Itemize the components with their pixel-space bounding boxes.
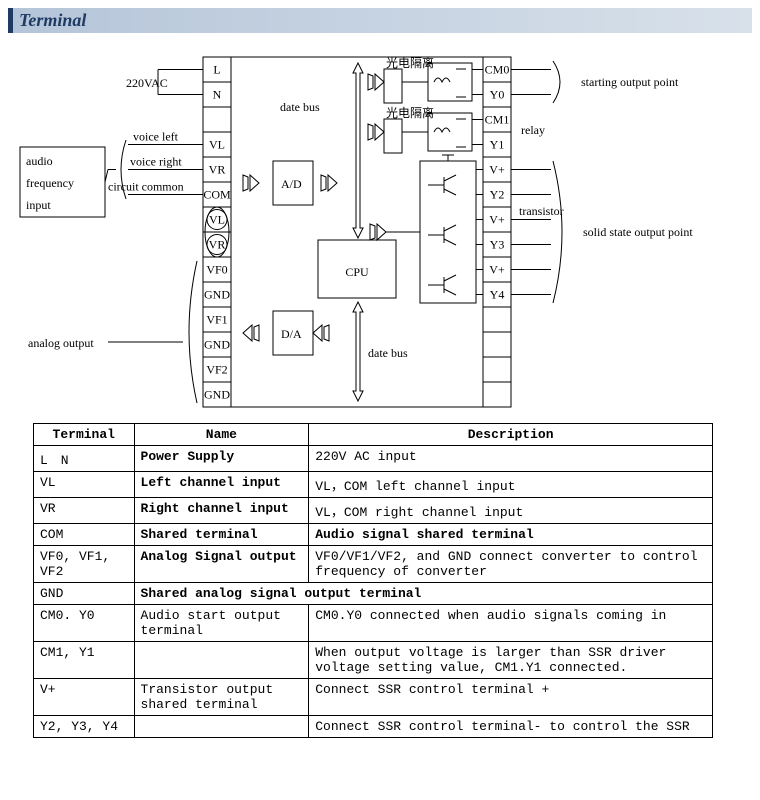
svg-text:CPU: CPU <box>345 265 369 279</box>
svg-text:analog output: analog output <box>28 336 94 350</box>
svg-text:Y4: Y4 <box>490 288 505 302</box>
table-row: V+Transistor output shared terminalConne… <box>34 679 713 716</box>
svg-text:光电隔离: 光电隔离 <box>386 55 434 70</box>
svg-text:Y1: Y1 <box>490 138 505 152</box>
svg-text:CM0: CM0 <box>485 63 510 77</box>
svg-text:光电隔离: 光电隔离 <box>386 105 434 120</box>
svg-text:220VAC: 220VAC <box>126 76 168 90</box>
table-row: VRRight channel inputVL，COM right channe… <box>34 498 713 524</box>
svg-text:Y2: Y2 <box>490 188 505 202</box>
svg-text:CM1: CM1 <box>485 113 510 127</box>
svg-text:solid state output point: solid state output point <box>583 225 693 239</box>
svg-text:VL: VL <box>209 138 225 152</box>
table-row: Y2, Y3, Y4Connect SSR control terminal- … <box>34 716 713 738</box>
svg-text:COM: COM <box>203 188 231 202</box>
svg-text:VF0: VF0 <box>206 263 227 277</box>
table-header: Name <box>134 424 309 446</box>
svg-text:V+: V+ <box>489 263 505 277</box>
table-header: Terminal <box>34 424 135 446</box>
block-diagram: LN VL VR COM VL VR VF0 GND VF1 GND VF2 GND CM0 Y0 CM1 Y… <box>8 37 752 417</box>
svg-text:VF2: VF2 <box>206 363 227 377</box>
diagram-svg: LN VL VR COM VL VR VF0 GND VF1 GND VF2 GND CM0 Y0 CM1 Y… <box>8 37 752 417</box>
svg-text:relay: relay <box>521 123 545 137</box>
svg-text:input: input <box>26 198 51 212</box>
title-bar: Terminal <box>8 8 752 33</box>
svg-text:GND: GND <box>204 388 230 402</box>
table-row: VF0, VF1, VF2Analog Signal outputVF0/VF1… <box>34 546 713 583</box>
svg-text:VL: VL <box>209 213 225 227</box>
svg-text:VR: VR <box>209 163 226 177</box>
table-header: Description <box>309 424 713 446</box>
table-row: CM1, Y1When output voltage is larger tha… <box>34 642 713 679</box>
svg-text:date bus: date bus <box>368 346 408 360</box>
svg-text:L: L <box>213 63 220 77</box>
svg-text:N: N <box>213 88 222 102</box>
svg-text:voice right: voice right <box>130 155 182 169</box>
svg-text:GND: GND <box>204 288 230 302</box>
svg-text:starting output point: starting output point <box>581 75 679 89</box>
svg-text:Y0: Y0 <box>490 88 505 102</box>
title-text: Terminal <box>19 10 86 30</box>
table-row: L NPower Supply220V AC input <box>34 446 713 472</box>
svg-text:A/D: A/D <box>281 177 302 191</box>
svg-text:GND: GND <box>204 338 230 352</box>
table-row: CM0. Y0Audio start output terminalCM0.Y0… <box>34 605 713 642</box>
svg-text:VR: VR <box>209 238 226 252</box>
terminals-table: TerminalNameDescriptionL NPower Supply22… <box>33 423 713 738</box>
svg-text:voice left: voice left <box>133 130 179 144</box>
svg-text:D/A: D/A <box>281 327 302 341</box>
svg-text:circuit common: circuit common <box>108 180 184 194</box>
svg-text:V+: V+ <box>489 213 505 227</box>
table-row: GNDShared analog signal output terminal <box>34 583 713 605</box>
svg-text:V+: V+ <box>489 163 505 177</box>
svg-text:audio: audio <box>26 154 53 168</box>
svg-text:frequency: frequency <box>26 176 74 190</box>
svg-text:VF1: VF1 <box>206 313 227 327</box>
svg-text:transistor: transistor <box>519 204 564 218</box>
svg-text:Y3: Y3 <box>490 238 505 252</box>
table-row: VLLeft channel inputVL，COM left channel … <box>34 472 713 498</box>
svg-text:date bus: date bus <box>280 100 320 114</box>
table-row: COMShared terminalAudio signal shared te… <box>34 524 713 546</box>
